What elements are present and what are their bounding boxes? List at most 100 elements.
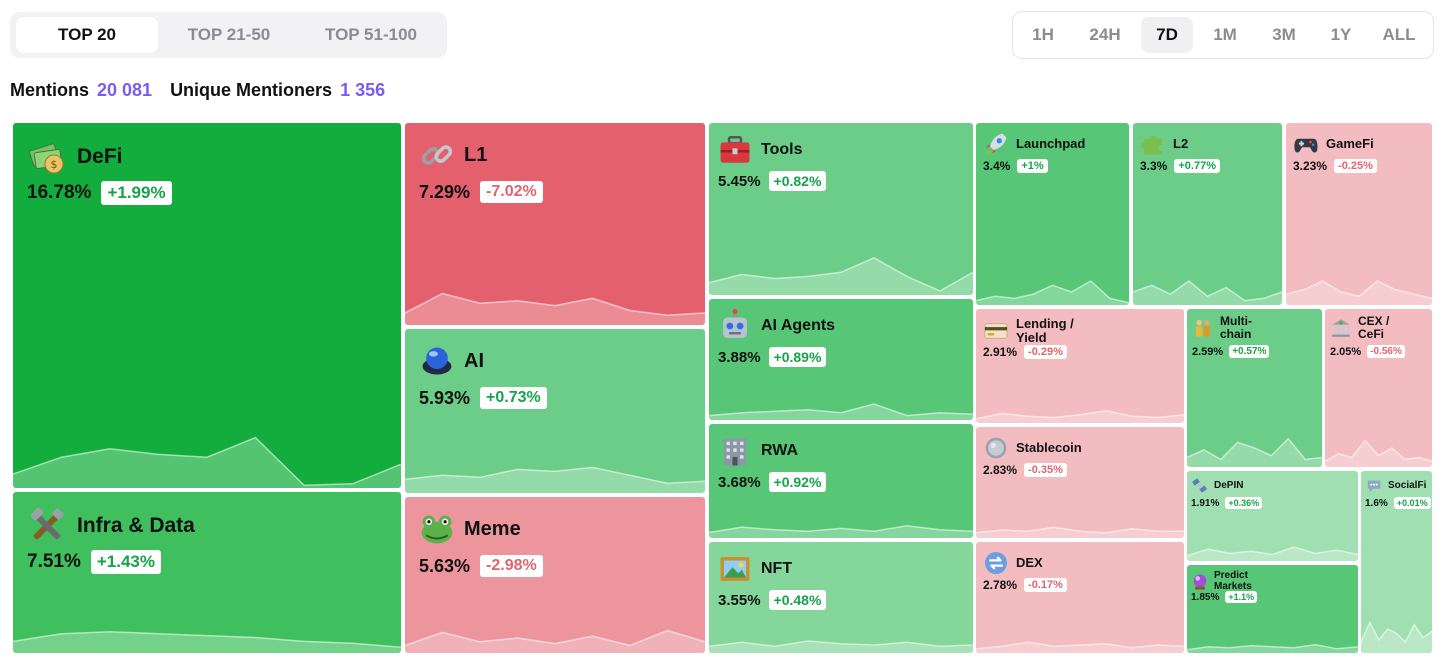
- trend-sparkline: [1187, 437, 1322, 467]
- change-badge: +1%: [1017, 159, 1048, 173]
- change-badge: +0.57%: [1229, 345, 1270, 358]
- narrative-tile-gamefi[interactable]: GameFi 3.23% -0.25%: [1286, 123, 1432, 305]
- narrative-tile-rwa[interactable]: RWA 3.68% +0.92%: [709, 424, 973, 538]
- change-badge: +0.77%: [1174, 159, 1220, 173]
- narrative-name: AI Agents: [761, 316, 836, 334]
- narrative-tile-socialfi[interactable]: SocialFi 1.6% +0.01%: [1361, 471, 1432, 653]
- narrative-name: Predict Markets: [1214, 570, 1252, 592]
- trend-sparkline: [1286, 280, 1432, 305]
- range-24h-button[interactable]: 24H: [1089, 25, 1121, 44]
- change-badge: +0.82%: [768, 171, 827, 191]
- narrative-name: Tools: [761, 140, 803, 158]
- narrative-tile-infra[interactable]: Infra & Data 7.51% +1.43%: [13, 492, 401, 653]
- narrative-tile-l2[interactable]: L2 3.3% +0.77%: [1133, 123, 1282, 305]
- tab-top-20[interactable]: TOP 20: [16, 17, 158, 53]
- tab-top-51-100[interactable]: TOP 51-100: [325, 25, 417, 44]
- narrative-name: Multi-chain: [1220, 314, 1252, 341]
- change-badge: -0.56%: [1367, 345, 1405, 358]
- narrative-name: L2: [1173, 136, 1189, 152]
- narrative-tile-predict[interactable]: Predict Markets 1.85% +1.1%: [1187, 565, 1358, 653]
- narrative-name: DEX: [1016, 555, 1043, 571]
- mention-share: 3.3%: [1140, 159, 1168, 173]
- mention-share: 1.85%: [1191, 591, 1220, 603]
- narrative-tile-lending[interactable]: Lending / Yield 2.91% -0.29%: [976, 309, 1184, 423]
- chain-link-icon: [419, 137, 455, 173]
- narrative-tile-depin[interactable]: DePIN 1.91% +0.36%: [1187, 471, 1358, 561]
- mention-share: 7.51%: [27, 551, 81, 572]
- change-badge: -0.17%: [1024, 578, 1067, 592]
- narrative-name: DePIN: [1214, 479, 1244, 491]
- trend-sparkline: [709, 403, 973, 420]
- narrative-name: L1: [464, 143, 488, 166]
- change-badge: +0.89%: [768, 347, 827, 367]
- trend-sparkline: [709, 256, 973, 295]
- swap-arrows-icon: [983, 550, 1009, 576]
- mention-share: 2.05%: [1330, 345, 1362, 358]
- narrative-name: GameFi: [1326, 136, 1374, 152]
- tools-icon: [27, 506, 67, 546]
- mention-share: 5.93%: [419, 387, 471, 408]
- narrative-tile-multichain[interactable]: Multi-chain 2.59% +0.57%: [1187, 309, 1322, 467]
- narrative-tile-nft[interactable]: NFT 3.55% +0.48%: [709, 542, 973, 653]
- narrative-tile-meme[interactable]: Meme 5.63% -2.98%: [405, 497, 705, 653]
- mention-share: 3.4%: [983, 159, 1011, 173]
- range-1y-button[interactable]: 1Y: [1330, 25, 1352, 44]
- change-badge: +0.92%: [768, 472, 827, 492]
- narrative-tile-aiagents[interactable]: AI Agents 3.88% +0.89%: [709, 299, 973, 420]
- mention-share: 3.68%: [718, 473, 761, 491]
- mention-share: 5.45%: [718, 172, 761, 190]
- range-1m-button[interactable]: 1M: [1213, 25, 1237, 44]
- trend-sparkline: [709, 524, 973, 538]
- satellite-icon: [1191, 477, 1209, 495]
- building-icon: [718, 434, 752, 468]
- change-badge: +0.01%: [1393, 497, 1431, 509]
- mention-share: 2.83%: [983, 463, 1018, 477]
- crystal-ball-icon: [1191, 573, 1209, 591]
- change-badge: +1.1%: [1225, 591, 1258, 603]
- range-7d-button[interactable]: 7D: [1141, 17, 1193, 53]
- mention-share: 3.23%: [1293, 159, 1328, 173]
- trend-sparkline: [1133, 280, 1282, 305]
- narrative-tile-tools[interactable]: Tools 5.45% +0.82%: [709, 123, 973, 295]
- speech-bubble-icon: [1365, 477, 1383, 495]
- narrative-name: RWA: [761, 441, 799, 459]
- tab-top-21-50[interactable]: TOP 21-50: [187, 25, 271, 44]
- narrative-tile-cex[interactable]: CEX / CeFi 2.05% -0.56%: [1325, 309, 1432, 467]
- change-badge: +0.48%: [768, 590, 827, 610]
- mention-share: 16.78%: [27, 182, 92, 203]
- narrative-name: DeFi: [77, 144, 123, 168]
- narrative-name: Meme: [464, 517, 521, 540]
- change-badge: +1.99%: [101, 181, 172, 205]
- mention-share: 5.63%: [419, 555, 471, 576]
- change-badge: -0.29%: [1024, 345, 1067, 359]
- money-bag-icon: $: [27, 137, 67, 177]
- trend-sparkline: [1187, 546, 1358, 561]
- credit-card-icon: [983, 318, 1009, 344]
- narrative-tile-launchpad[interactable]: Launchpad 3.4% +1%: [976, 123, 1129, 305]
- svg-text:$: $: [51, 158, 58, 171]
- narrative-tile-defi[interactable]: $ DeFi 16.78% +1.99%: [13, 123, 401, 488]
- mention-share: 1.91%: [1191, 497, 1220, 509]
- trend-sparkline: [976, 641, 1184, 653]
- range-3m-button[interactable]: 3M: [1272, 25, 1296, 44]
- picture-frame-icon: [718, 552, 752, 586]
- range-all-button[interactable]: ALL: [1382, 25, 1416, 44]
- mention-share: 7.29%: [419, 181, 471, 202]
- trend-sparkline: [405, 466, 705, 493]
- narrative-name: NFT: [761, 559, 793, 577]
- range-1h-button[interactable]: 1H: [1032, 25, 1054, 44]
- top-range-tabs: TOP 20 TOP 21-50 TOP 51-100: [10, 12, 447, 58]
- trend-sparkline: [405, 629, 705, 653]
- narrative-tile-l1[interactable]: L1 7.29% -7.02%: [405, 123, 705, 325]
- trend-sparkline: [976, 409, 1184, 423]
- change-badge: -2.98%: [480, 555, 543, 577]
- narrative-tile-ai[interactable]: AI 5.93% +0.73%: [405, 329, 705, 493]
- narrative-tile-stablecoin[interactable]: Stablecoin 2.83% -0.35%: [976, 427, 1184, 538]
- gamepad-icon: [1293, 131, 1319, 157]
- change-badge: +0.36%: [1225, 497, 1263, 509]
- narrative-tile-dex[interactable]: DEX 2.78% -0.17%: [976, 542, 1184, 653]
- mention-share: 2.91%: [983, 345, 1018, 359]
- change-badge: +1.43%: [90, 550, 162, 574]
- trend-sparkline: [976, 280, 1129, 305]
- narrative-name: SocialFi: [1388, 479, 1427, 491]
